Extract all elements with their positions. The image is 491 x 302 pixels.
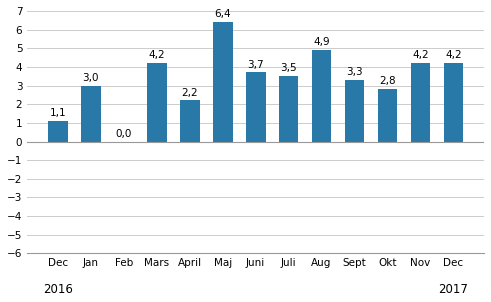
Text: 3,7: 3,7 <box>247 60 264 70</box>
Text: 4,2: 4,2 <box>412 50 429 60</box>
Bar <box>81 85 101 142</box>
Text: 2,2: 2,2 <box>181 88 198 98</box>
Text: 0,0: 0,0 <box>115 129 132 139</box>
Bar <box>147 63 166 142</box>
Bar <box>378 89 397 142</box>
Text: 6,4: 6,4 <box>215 9 231 19</box>
Text: 3,0: 3,0 <box>82 73 99 83</box>
Bar <box>345 80 364 142</box>
Text: 4,2: 4,2 <box>445 50 462 60</box>
Bar <box>312 50 331 142</box>
Text: 2,8: 2,8 <box>379 76 396 86</box>
Text: 4,9: 4,9 <box>313 37 330 47</box>
Text: 4,2: 4,2 <box>148 50 165 60</box>
Text: 2016: 2016 <box>43 283 73 296</box>
Text: 2017: 2017 <box>438 283 468 296</box>
Bar <box>246 72 266 142</box>
Bar <box>180 101 199 142</box>
Text: 1,1: 1,1 <box>50 108 66 118</box>
Bar <box>213 22 233 142</box>
Bar <box>410 63 430 142</box>
Text: 3,5: 3,5 <box>280 63 297 73</box>
Bar <box>443 63 464 142</box>
Bar <box>279 76 299 142</box>
Text: 3,3: 3,3 <box>346 67 363 77</box>
Bar <box>48 121 68 142</box>
